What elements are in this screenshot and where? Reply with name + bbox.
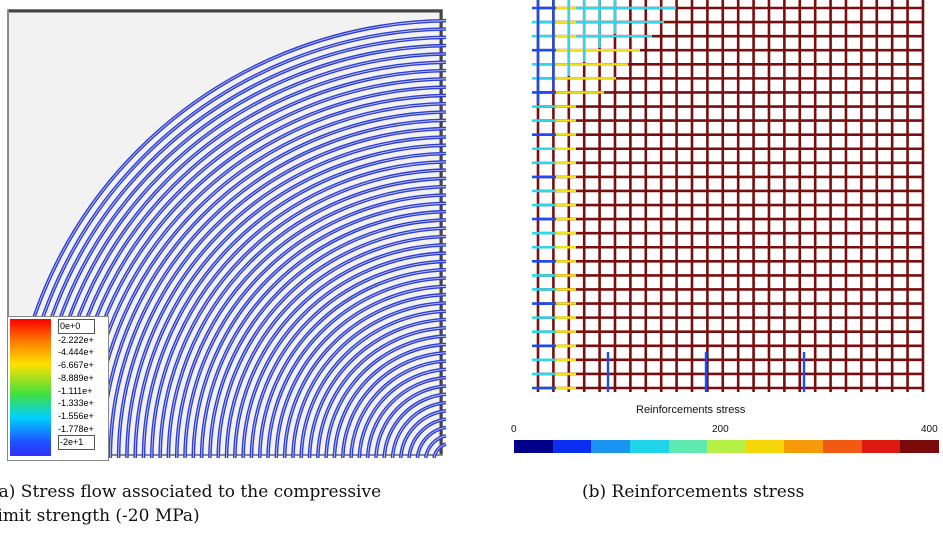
caption-a-line1: (a) Stress flow associated to the compre… — [0, 482, 382, 502]
colorbar-tick-200: 200 — [712, 424, 729, 435]
legend-label: -6.667e+ — [58, 360, 94, 371]
streamline-highlight — [118, 128, 447, 459]
figure-b-caption: (b) Reinforcements stress — [582, 482, 805, 502]
colorbar-tick-400: 400 — [921, 424, 938, 435]
stress-legend: 0e+0 -2.222e+ -4.444e+ -6.667e+ -8.889e+ -1.1… — [7, 316, 109, 461]
streamline-highlight — [275, 285, 447, 459]
vertical-bars — [536, 0, 925, 392]
streamline-highlight — [209, 219, 447, 459]
streamline-highlight — [126, 136, 447, 459]
colorbar-segment — [900, 440, 940, 453]
colorbar-segment — [629, 440, 669, 453]
legend-labels: 0e+0 -2.222e+ -4.444e+ -6.667e+ -8.889e+ -1.1… — [58, 319, 106, 451]
streamline-highlight — [234, 244, 447, 459]
streamline-highlight — [176, 186, 447, 459]
legend-label: -8.889e+ — [58, 372, 94, 383]
reinforcement-grid-plot — [532, 0, 925, 392]
streamline-highlight — [284, 294, 447, 459]
legend-label: -2e+1 — [58, 435, 95, 451]
streamline-highlight — [309, 319, 447, 459]
colorbar-segment — [745, 440, 785, 453]
legend-label: -4.444e+ — [58, 347, 94, 358]
streamline-highlight — [201, 211, 447, 459]
streamline-highlight — [168, 178, 447, 459]
legend-label: 0e+0 — [58, 319, 95, 334]
streamline-highlight — [251, 261, 447, 459]
streamline-highlight — [383, 393, 447, 459]
streamline-highlight — [109, 119, 447, 459]
streamline-highlight — [143, 153, 447, 459]
legend-label: -1.778e+ — [58, 423, 94, 434]
colorbar-segment — [823, 440, 862, 453]
figure-a-caption: (a) Stress flow associated to the compre… — [0, 480, 381, 528]
legend-label: -1.333e+ — [58, 398, 94, 409]
streamline-highlight — [358, 368, 447, 459]
streamline-highlight — [159, 169, 447, 459]
streamline-highlight — [408, 418, 447, 459]
frame-edge — [9, 9, 443, 454]
colorbar-segment — [552, 440, 592, 453]
streamline-highlight — [400, 410, 447, 459]
streamline-highlight — [325, 335, 447, 459]
legend-label: -1.111e+ — [58, 385, 93, 396]
colorbar-segment — [861, 440, 901, 453]
colorbar-segment — [591, 440, 630, 453]
streamline-highlight — [134, 144, 447, 459]
streamline-highlight — [433, 443, 447, 459]
streamline-highlight — [226, 236, 447, 459]
legend-label: -2.222e+ — [58, 334, 94, 345]
streamline-highlight — [151, 161, 447, 459]
streamline-highlight — [259, 269, 447, 459]
streamline-highlight — [300, 310, 447, 459]
streamline-highlight — [292, 302, 447, 459]
streamline-highlight — [350, 360, 447, 459]
colorbar-segment — [668, 440, 708, 453]
bar-stress-highlights — [532, 0, 806, 392]
streamline-highlight — [367, 377, 447, 459]
colorbar-segment — [514, 440, 553, 453]
legend-label: -1.556e+ — [58, 410, 94, 421]
caption-a-line2: limit strength (-20 MPa) — [0, 506, 200, 526]
streamline-highlight — [425, 435, 447, 459]
streamline-highlight — [334, 344, 447, 459]
streamline-highlight — [342, 352, 447, 459]
streamline-highlight — [267, 277, 447, 459]
stress-flow-figure: 0e+0 -2.222e+ -4.444e+ -6.667e+ -8.889e+ -1.1… — [0, 0, 450, 461]
colorbar — [514, 440, 940, 453]
streamline-highlight — [192, 202, 447, 459]
streamline-highlight — [417, 427, 447, 459]
colorbar-segment — [707, 440, 746, 453]
colorbar-segment — [784, 440, 824, 453]
streamline-highlight — [392, 402, 447, 459]
colorbar-title: Reinforcements stress — [636, 404, 746, 416]
streamline-highlight — [184, 194, 447, 459]
legend-color-ramp — [10, 319, 51, 456]
colorbar-tick-0: 0 — [511, 424, 517, 435]
streamline-highlight — [101, 111, 447, 459]
reinforcement-figure: Reinforcements stress 0 200 400 — [500, 0, 943, 460]
streamline-highlight — [242, 252, 447, 459]
streamline-highlight — [317, 327, 447, 459]
streamline-highlight — [375, 385, 447, 459]
streamline-highlight — [217, 227, 447, 459]
